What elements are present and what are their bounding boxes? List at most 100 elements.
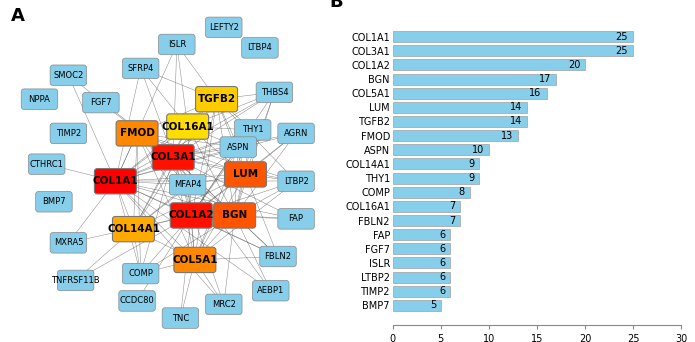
- FancyBboxPatch shape: [58, 270, 94, 291]
- Bar: [393, 243, 450, 254]
- Bar: [393, 31, 633, 42]
- Text: 9: 9: [468, 159, 475, 169]
- Bar: [393, 116, 528, 127]
- Bar: [393, 300, 441, 311]
- Text: LEFTY2: LEFTY2: [209, 23, 238, 32]
- Text: 13: 13: [500, 131, 513, 141]
- Text: 6: 6: [439, 244, 445, 254]
- Text: TNC: TNC: [172, 314, 189, 323]
- FancyBboxPatch shape: [174, 247, 216, 273]
- Text: TNFRSF11B: TNFRSF11B: [51, 276, 100, 285]
- Text: CCDC80: CCDC80: [120, 297, 154, 305]
- Text: BGN: BGN: [222, 210, 247, 221]
- Text: 7: 7: [449, 201, 455, 211]
- Text: 16: 16: [530, 88, 541, 98]
- Text: AGRN: AGRN: [284, 129, 309, 138]
- FancyBboxPatch shape: [35, 192, 72, 212]
- Text: A: A: [10, 7, 24, 25]
- Bar: [393, 158, 480, 169]
- FancyBboxPatch shape: [113, 216, 154, 242]
- Bar: [393, 102, 528, 113]
- Text: 6: 6: [439, 272, 445, 282]
- FancyBboxPatch shape: [50, 123, 87, 144]
- FancyBboxPatch shape: [22, 89, 58, 109]
- Text: LTBP2: LTBP2: [284, 177, 309, 186]
- Text: TGFB2: TGFB2: [197, 94, 236, 104]
- Text: 6: 6: [439, 286, 445, 296]
- FancyBboxPatch shape: [220, 137, 256, 157]
- Text: 10: 10: [472, 145, 484, 155]
- Text: SMOC2: SMOC2: [54, 71, 83, 80]
- FancyBboxPatch shape: [278, 123, 314, 144]
- Text: 6: 6: [439, 230, 445, 240]
- Text: 9: 9: [468, 173, 475, 183]
- Bar: [393, 173, 480, 184]
- Text: SFRP4: SFRP4: [127, 64, 154, 73]
- FancyBboxPatch shape: [50, 65, 87, 86]
- FancyBboxPatch shape: [50, 233, 87, 253]
- Text: LTBP4: LTBP4: [247, 43, 272, 52]
- FancyBboxPatch shape: [260, 246, 296, 267]
- FancyBboxPatch shape: [278, 209, 314, 229]
- Bar: [393, 187, 470, 198]
- Bar: [393, 88, 546, 99]
- Text: COL5A1: COL5A1: [172, 255, 218, 265]
- Text: NPPA: NPPA: [28, 95, 51, 104]
- Text: 14: 14: [510, 117, 523, 127]
- FancyBboxPatch shape: [256, 82, 293, 103]
- FancyBboxPatch shape: [206, 17, 242, 38]
- FancyBboxPatch shape: [224, 162, 266, 187]
- FancyBboxPatch shape: [122, 263, 159, 284]
- Bar: [393, 74, 556, 84]
- FancyBboxPatch shape: [242, 38, 278, 58]
- Text: COL16A1: COL16A1: [161, 121, 214, 132]
- FancyBboxPatch shape: [278, 171, 314, 192]
- Text: BMP7: BMP7: [42, 197, 66, 206]
- Text: 17: 17: [539, 74, 551, 84]
- Text: TIMP2: TIMP2: [56, 129, 81, 138]
- FancyBboxPatch shape: [252, 280, 289, 301]
- Text: ISLR: ISLR: [167, 40, 186, 49]
- Text: 8: 8: [459, 187, 465, 197]
- Bar: [393, 60, 585, 70]
- Text: 14: 14: [510, 102, 523, 112]
- Bar: [393, 144, 489, 155]
- FancyBboxPatch shape: [162, 308, 199, 328]
- FancyBboxPatch shape: [213, 203, 256, 228]
- Text: COL3A1: COL3A1: [150, 152, 196, 162]
- Text: ASPN: ASPN: [227, 143, 250, 152]
- Text: 7: 7: [449, 215, 455, 225]
- Text: FBLN2: FBLN2: [265, 252, 291, 261]
- FancyBboxPatch shape: [195, 87, 238, 112]
- FancyBboxPatch shape: [170, 174, 206, 195]
- Text: THBS4: THBS4: [261, 88, 288, 97]
- Text: THY1: THY1: [242, 126, 263, 134]
- FancyBboxPatch shape: [170, 203, 212, 228]
- FancyBboxPatch shape: [28, 154, 65, 174]
- FancyBboxPatch shape: [119, 291, 155, 311]
- Text: LUM: LUM: [233, 169, 258, 180]
- Text: FMOD: FMOD: [120, 128, 154, 139]
- Bar: [393, 130, 518, 141]
- Text: MRC2: MRC2: [212, 300, 236, 309]
- Text: 20: 20: [568, 60, 580, 70]
- Text: FAP: FAP: [288, 214, 304, 223]
- Text: COMP: COMP: [129, 269, 153, 278]
- Text: CTHRC1: CTHRC1: [30, 160, 64, 169]
- Text: 25: 25: [616, 31, 628, 42]
- Text: COL14A1: COL14A1: [107, 224, 160, 234]
- FancyBboxPatch shape: [206, 294, 242, 315]
- Text: AEBP1: AEBP1: [257, 286, 284, 295]
- Text: MFAP4: MFAP4: [174, 180, 202, 189]
- Text: FGF7: FGF7: [90, 98, 112, 107]
- Text: COL1A1: COL1A1: [92, 176, 138, 186]
- FancyBboxPatch shape: [116, 121, 158, 146]
- Text: COL1A2: COL1A2: [168, 210, 214, 221]
- FancyBboxPatch shape: [158, 34, 195, 55]
- FancyBboxPatch shape: [83, 92, 119, 113]
- Bar: [393, 201, 460, 212]
- FancyBboxPatch shape: [234, 120, 271, 140]
- Bar: [393, 215, 460, 226]
- FancyBboxPatch shape: [152, 145, 194, 170]
- Text: MXRA5: MXRA5: [54, 238, 83, 247]
